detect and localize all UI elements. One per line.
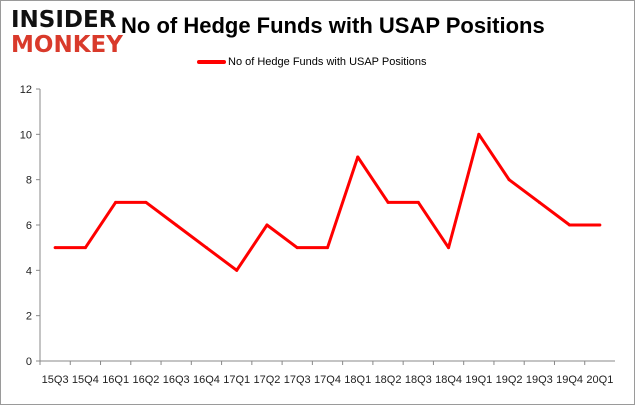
y-tick-label: 12 bbox=[20, 84, 32, 96]
x-tick-label: 18Q2 bbox=[375, 374, 402, 386]
data-point bbox=[53, 246, 57, 250]
logo-line2: MONKEY bbox=[11, 32, 123, 58]
y-tick-label: 8 bbox=[26, 175, 32, 187]
x-tick-label: 16Q2 bbox=[132, 374, 159, 386]
data-point bbox=[477, 132, 481, 136]
data-point bbox=[114, 200, 118, 204]
x-tick-label: 18Q4 bbox=[435, 374, 462, 386]
data-point bbox=[83, 246, 87, 250]
x-tick-label: 19Q3 bbox=[526, 374, 553, 386]
legend-label: No of Hedge Funds with USAP Positions bbox=[228, 56, 427, 68]
x-tick-label: 17Q3 bbox=[284, 374, 311, 386]
data-point bbox=[447, 246, 451, 250]
x-tick-label: 15Q3 bbox=[42, 374, 69, 386]
data-point bbox=[507, 178, 511, 182]
x-tick-label: 19Q1 bbox=[465, 374, 492, 386]
data-point bbox=[326, 246, 329, 250]
x-tick-label: 19Q4 bbox=[556, 374, 583, 386]
legend-swatch bbox=[197, 60, 226, 64]
data-point bbox=[356, 155, 360, 159]
x-tick-label: 19Q2 bbox=[496, 374, 523, 386]
logo-line1: INSIDER bbox=[11, 7, 117, 33]
x-tick-label: 15Q4 bbox=[72, 374, 99, 386]
x-tick-label: 16Q3 bbox=[163, 374, 190, 386]
x-tick-label: 16Q4 bbox=[193, 374, 220, 386]
y-tick-label: 6 bbox=[26, 220, 32, 232]
x-tick-label: 18Q1 bbox=[344, 374, 371, 386]
x-tick-label: 20Q1 bbox=[586, 374, 613, 386]
x-tick-label: 17Q4 bbox=[314, 374, 341, 386]
y-tick-label: 4 bbox=[26, 265, 32, 277]
x-tick-label: 17Q2 bbox=[254, 374, 281, 386]
x-tick-label: 17Q1 bbox=[223, 374, 250, 386]
data-point bbox=[265, 223, 269, 227]
y-tick-label: 10 bbox=[20, 129, 32, 141]
data-point bbox=[568, 223, 572, 227]
y-tick-label: 2 bbox=[26, 311, 32, 323]
data-point bbox=[416, 200, 420, 204]
x-tick-label: 18Q3 bbox=[405, 374, 432, 386]
data-point bbox=[598, 223, 602, 227]
data-point bbox=[204, 246, 208, 250]
insider-monkey-logo: INSIDER MONKEY bbox=[11, 7, 123, 58]
series-line bbox=[55, 132, 600, 272]
data-point bbox=[386, 200, 390, 204]
y-tick-label: 0 bbox=[26, 356, 32, 368]
x-tick-label: 16Q1 bbox=[102, 374, 129, 386]
data-point bbox=[144, 200, 148, 204]
data-point bbox=[295, 246, 299, 250]
data-point bbox=[537, 200, 541, 204]
data-point bbox=[174, 223, 178, 227]
legend: No of Hedge Funds with USAP Positions bbox=[197, 56, 427, 68]
data-point bbox=[235, 268, 239, 272]
chart-title: No of Hedge Funds with USAP Positions bbox=[121, 13, 545, 38]
